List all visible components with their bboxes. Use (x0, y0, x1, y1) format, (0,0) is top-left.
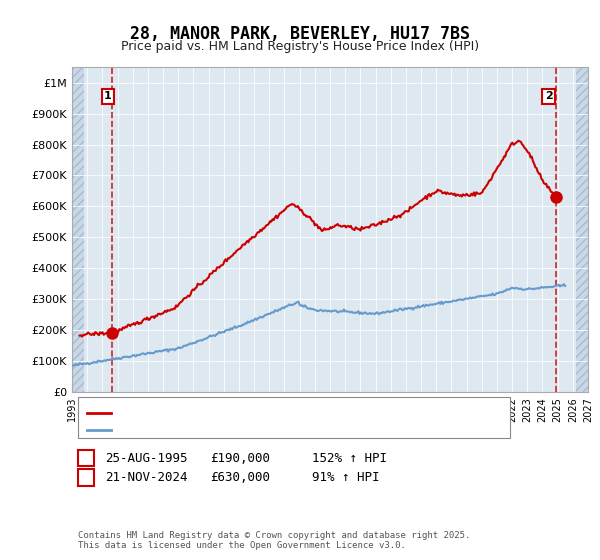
Text: £190,000: £190,000 (210, 451, 270, 465)
Text: Contains HM Land Registry data © Crown copyright and database right 2025.
This d: Contains HM Land Registry data © Crown c… (78, 531, 470, 550)
Text: £630,000: £630,000 (210, 471, 270, 484)
Text: 21-NOV-2024: 21-NOV-2024 (105, 471, 187, 484)
Text: 2: 2 (545, 91, 553, 101)
Text: 2: 2 (82, 473, 89, 483)
Text: 91% ↑ HPI: 91% ↑ HPI (312, 471, 380, 484)
Text: 1: 1 (82, 453, 89, 463)
Text: 152% ↑ HPI: 152% ↑ HPI (312, 451, 387, 465)
Text: Price paid vs. HM Land Registry's House Price Index (HPI): Price paid vs. HM Land Registry's House … (121, 40, 479, 53)
Bar (72, 67, 84, 392)
Bar (576, 67, 591, 392)
Text: 28, MANOR PARK, BEVERLEY, HU17 7BS: 28, MANOR PARK, BEVERLEY, HU17 7BS (130, 25, 470, 43)
Text: 25-AUG-1995: 25-AUG-1995 (105, 451, 187, 465)
Text: 28, MANOR PARK, BEVERLEY, HU17 7BS (detached house): 28, MANOR PARK, BEVERLEY, HU17 7BS (deta… (114, 408, 438, 418)
Text: 1: 1 (104, 91, 112, 101)
Text: HPI: Average price, detached house, East Riding of Yorkshire: HPI: Average price, detached house, East… (114, 425, 451, 435)
